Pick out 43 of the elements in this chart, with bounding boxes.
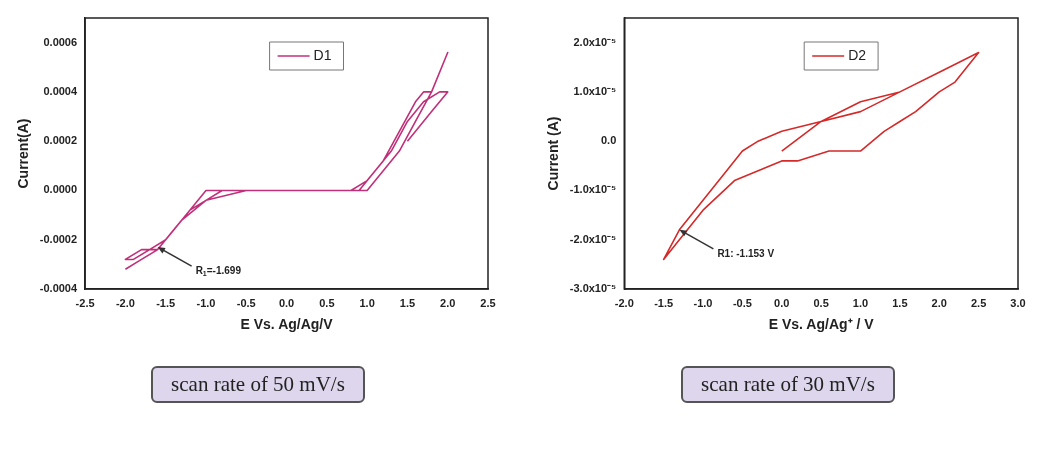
x-tick-label: -2.0 [115,296,135,309]
x-tick-label: 0.0 [774,296,790,309]
y-axis-title: Current (A) [545,116,562,191]
x-tick-label: 1.0 [852,296,869,309]
y-tick-label: -3.0x10⁻⁵ [569,282,617,295]
y-tick-label: 0.0004 [43,84,78,97]
y-tick-label: 0.0 [600,134,617,147]
x-tick-label: 0.0 [278,296,295,309]
x-tick-label: 2.5 [970,296,987,309]
y-tick-label: 2.0x10⁻⁵ [573,35,617,48]
x-tick-label: 2.0 [440,296,456,309]
legend-label: D2 [848,46,867,63]
text: scan rate of 30 mV/s [681,366,895,403]
y-tick-label: 0.0000 [43,183,78,196]
x-tick-label: 1.0 [359,296,375,309]
x-tick-label: 2.5 [480,296,496,309]
x-tick-label: 0.5 [813,296,829,309]
y-tick-label: -1.0x10⁻⁵ [569,183,617,196]
x-tick-label: 0.5 [319,296,335,309]
text: scan rate of 50 mV/s [151,366,365,403]
x-tick-label: -1.0 [693,296,713,309]
annotation: R1: -1.153 V [717,247,775,259]
x-axis-title: E Vs. Ag/Ag⁺ / V [768,316,875,333]
y-tick-label: -0.0002 [39,232,78,245]
x-tick-label: -2.5 [75,296,95,309]
y-tick-label: 0.0006 [43,35,78,48]
x-tick-label: 1.5 [892,296,908,309]
x-tick-label: 3.0 [1010,296,1026,309]
legend-label: D1 [313,46,332,63]
x-axis-title: E Vs. Ag/Ag/V [240,316,334,333]
x-tick-label: -1.0 [196,296,216,309]
y-tick-label: -0.0004 [39,282,78,295]
y-axis-title: Current(A) [15,118,32,189]
y-tick-label: -2.0x10⁻⁵ [569,232,617,245]
x-tick-label: 2.0 [931,296,947,309]
x-tick-label: 1.5 [399,296,416,309]
x-tick-label: -1.5 [654,296,674,309]
x-tick-label: -0.5 [732,296,752,309]
y-tick-label: 0.0002 [43,134,78,147]
x-tick-label: -0.5 [236,296,256,309]
y-tick-label: 1.0x10⁻⁵ [573,84,617,97]
x-tick-label: -2.0 [614,296,634,309]
x-tick-label: -1.5 [156,296,176,309]
